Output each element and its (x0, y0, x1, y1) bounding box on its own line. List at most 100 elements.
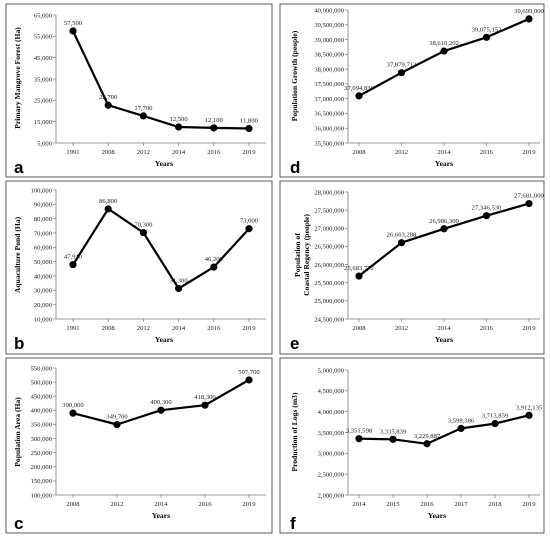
x-tick-label: 2008 (66, 501, 80, 508)
y-tick-label: 2,000,000 (318, 492, 345, 499)
y-tick-label: 65,000 (34, 12, 53, 19)
x-tick-label: 2016 (480, 149, 494, 156)
panel-letter: b (14, 334, 24, 353)
x-tick-label: 2019 (242, 149, 256, 156)
y-tick-label: 39,000,000 (314, 37, 344, 44)
panel-frame (279, 357, 545, 534)
x-tick-label: 2019 (242, 325, 256, 332)
data-label: 12,500 (170, 116, 189, 123)
x-tick-label: 2016 (198, 501, 212, 508)
data-point (104, 205, 112, 213)
data-point (104, 101, 112, 109)
y-tick-label: 60,000 (34, 245, 53, 252)
data-point (457, 424, 465, 433)
y-tick-label: 26,000,000 (314, 262, 344, 269)
y-tick-label: 70,000 (34, 230, 53, 237)
y-tick-label: 25,000 (34, 98, 53, 105)
x-axis-title: Years (435, 159, 453, 168)
x-axis-title: Years (155, 335, 173, 344)
y-tick-label: 40,000,000 (314, 7, 344, 14)
data-label: 3,229,887 (414, 433, 441, 440)
data-point (355, 92, 363, 100)
data-point (69, 409, 77, 417)
y-tick-label: 24,500,000 (314, 316, 344, 323)
x-axis-title: Years (435, 335, 453, 344)
y-tick-label: 80,000 (34, 216, 53, 223)
panel-frame (5, 3, 273, 178)
y-tick-label: 100,000 (31, 187, 53, 194)
data-point (210, 124, 218, 132)
data-label: 57,500 (64, 20, 83, 27)
x-tick-label: 2019 (522, 501, 536, 508)
x-tick-label: 2012 (110, 501, 123, 508)
x-tick-label: 2012 (137, 325, 150, 332)
panel-frame (5, 180, 273, 355)
y-tick-label: 5,000 (37, 140, 53, 147)
data-label: 3,912,135 (516, 404, 543, 411)
data-label: 27,681,000 (514, 193, 544, 200)
y-axis-title: Population ofCoastal Regency (people) (293, 214, 311, 296)
x-tick-label: 2014 (172, 325, 186, 332)
data-point (482, 212, 491, 220)
y-tick-label: 25,500,000 (314, 280, 344, 287)
data-label: 31,300 (170, 277, 189, 284)
x-tick-label: 2019 (522, 325, 536, 332)
x-tick-label: 2014 (154, 501, 168, 508)
y-tick-label: 27,500,000 (314, 207, 344, 214)
y-tick-label: 3,000,000 (318, 451, 345, 458)
y-tick-label: 400,000 (31, 408, 53, 415)
data-point (245, 124, 253, 133)
data-label: 26,986,300 (429, 218, 459, 225)
x-tick-label: 2008 (102, 325, 116, 332)
y-tick-label: 450,000 (31, 394, 53, 401)
data-point (525, 199, 533, 208)
data-label: 39,699,000 (514, 8, 544, 15)
y-tick-label: 3,500,000 (318, 430, 345, 437)
x-tick-label: 2014 (437, 149, 451, 156)
data-point (525, 411, 533, 419)
chart-panel-c: 100,000 150,000 200,000 250,000 300,000 350,0… (5, 357, 273, 534)
y-tick-label: 26,500,000 (314, 244, 344, 251)
x-tick-label: 2012 (137, 149, 150, 156)
x-tick-label: 2019 (522, 149, 536, 156)
y-tick-label: 45,000 (34, 55, 53, 62)
panel-frame (279, 3, 545, 178)
x-tick-label: 2008 (352, 325, 366, 332)
y-axis-title: Population Area (Ha) (13, 397, 22, 467)
y-tick-label: 30,000 (34, 288, 53, 295)
data-label: 3,598,386 (448, 417, 475, 424)
x-tick-label: 2008 (102, 149, 116, 156)
data-label: 400,300 (150, 399, 172, 406)
y-tick-label: 20,000 (34, 302, 53, 309)
y-tick-label: 2,500,000 (318, 471, 345, 478)
y-axis-title: Population Growth (people) (290, 30, 299, 121)
data-point (482, 33, 491, 41)
data-point (491, 419, 499, 428)
y-tick-label: 10,000 (34, 316, 53, 323)
data-point (355, 435, 363, 443)
x-tick-label: 2014 (352, 501, 366, 508)
data-point (389, 435, 397, 443)
y-tick-label: 55,000 (34, 34, 53, 41)
y-tick-label: 4,500,000 (318, 388, 345, 395)
data-label: 26,603,288 (387, 232, 417, 239)
y-tick-label: 35,000 (34, 76, 53, 83)
y-tick-label: 36,500,000 (314, 111, 344, 118)
x-tick-label: 2016 (420, 501, 434, 508)
data-point (157, 406, 165, 414)
y-tick-label: 50,000 (34, 259, 53, 266)
y-tick-label: 38,500,000 (314, 52, 344, 59)
y-tick-label: 36,000,000 (314, 126, 344, 133)
data-point (69, 27, 77, 35)
data-label: 3,351,598 (346, 428, 373, 435)
data-label: 349,700 (106, 414, 128, 421)
data-label: 86,800 (99, 198, 118, 205)
data-label: 39,075,152 (472, 26, 502, 33)
series-line (72, 207, 250, 290)
y-tick-label: 40,000 (34, 273, 53, 280)
x-axis-title: Years (428, 511, 446, 520)
data-point (397, 69, 406, 77)
y-tick-label: 500,000 (31, 379, 53, 386)
y-tick-label: 15,000 (34, 119, 53, 126)
